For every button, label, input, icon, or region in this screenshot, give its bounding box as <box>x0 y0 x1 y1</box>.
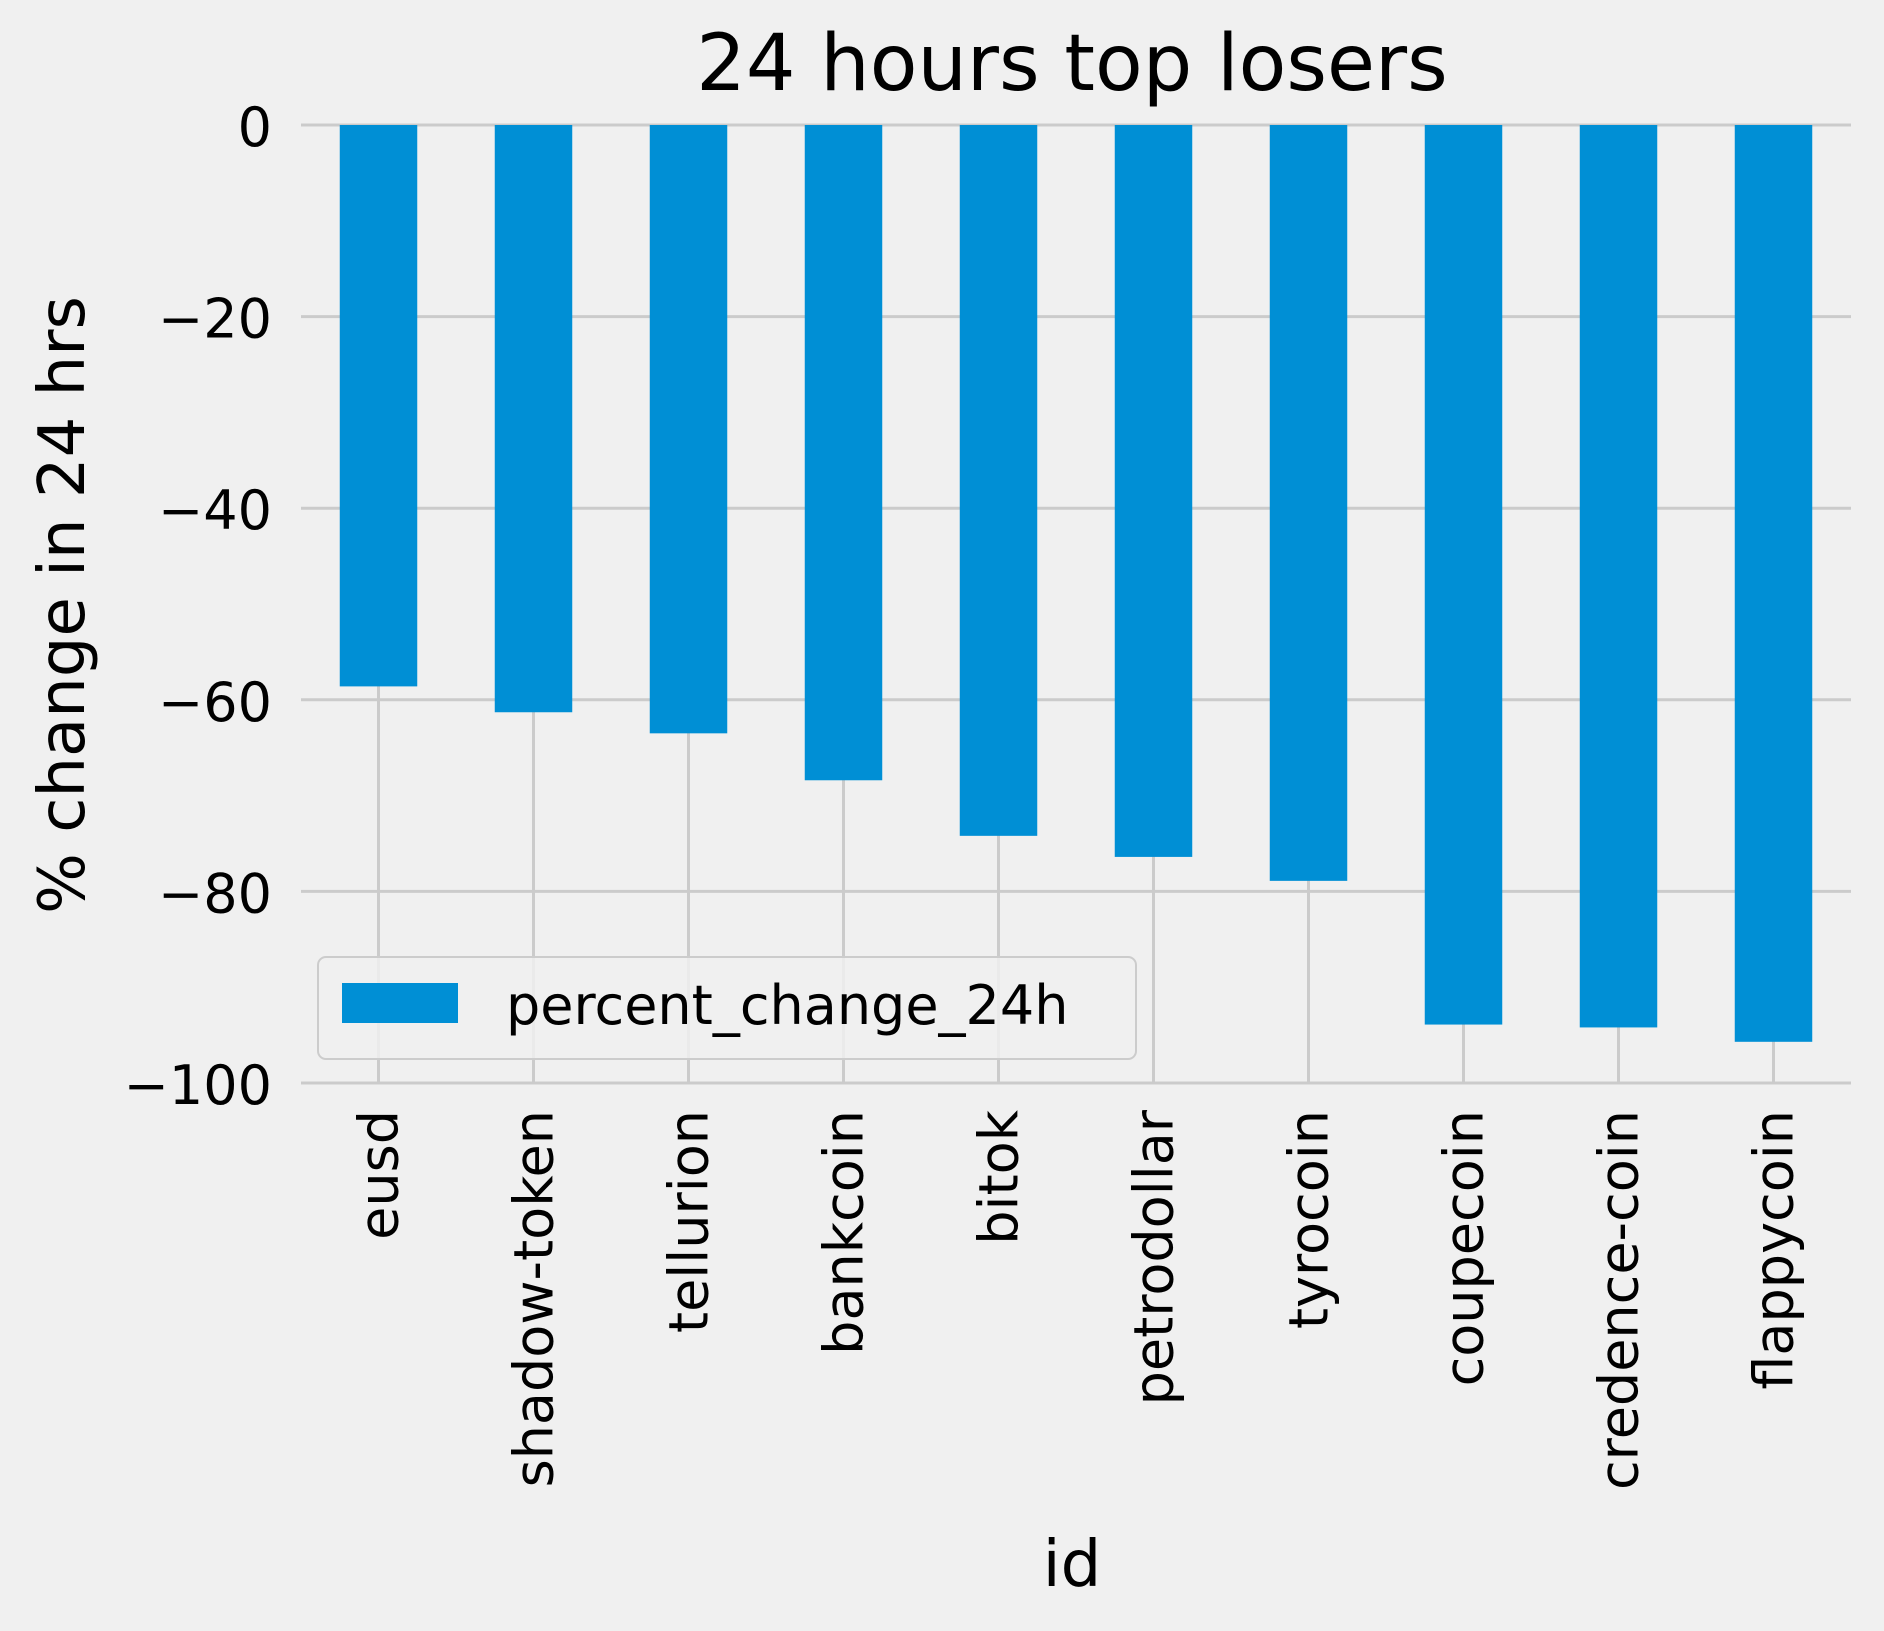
y-tick-label: −60 <box>158 671 272 734</box>
bar <box>1114 125 1193 857</box>
x-tick-label: tyrocoin <box>1278 1110 1341 1329</box>
tick-labels: 0 −20 −40 −60 −80 −100 eusd shadow-token telluri… <box>124 96 1806 1490</box>
x-tick-label: shadow-token <box>503 1110 566 1487</box>
legend: percent_change_24h <box>317 956 1137 1060</box>
x-tick-label: bitok <box>968 1109 1031 1244</box>
y-tick-label: −100 <box>124 1054 272 1117</box>
y-tick-label: −40 <box>158 479 272 542</box>
bar <box>1579 125 1658 1028</box>
y-tick-label: −20 <box>158 288 272 351</box>
bar <box>804 125 883 781</box>
bars <box>339 125 1813 1042</box>
x-tick-label: bankcoin <box>813 1110 876 1355</box>
x-tick-label: flappycoin <box>1743 1110 1806 1390</box>
bar <box>959 125 1038 836</box>
x-tick-label: petrodollar <box>1123 1109 1186 1405</box>
bar <box>649 125 728 734</box>
bar <box>1734 125 1813 1042</box>
x-tick-label: eusd <box>348 1110 411 1240</box>
bar <box>339 125 418 687</box>
legend-box <box>317 956 1137 1060</box>
bar <box>1269 125 1348 881</box>
bar <box>494 125 573 713</box>
legend-swatch <box>342 983 458 1023</box>
bar <box>1424 125 1503 1025</box>
y-tick-label: 0 <box>238 96 272 159</box>
y-tick-label: −80 <box>158 862 272 925</box>
chart-title: 24 hours top losers <box>696 19 1447 109</box>
y-axis-label: % change in 24 hrs <box>26 296 100 914</box>
x-tick-label: tellurion <box>658 1110 721 1333</box>
legend-label: percent_change_24h <box>506 974 1069 1037</box>
x-axis-label: id <box>1043 1528 1101 1602</box>
x-tick-label: credence-coin <box>1588 1110 1651 1490</box>
x-tick-label: coupecoin <box>1433 1110 1496 1386</box>
